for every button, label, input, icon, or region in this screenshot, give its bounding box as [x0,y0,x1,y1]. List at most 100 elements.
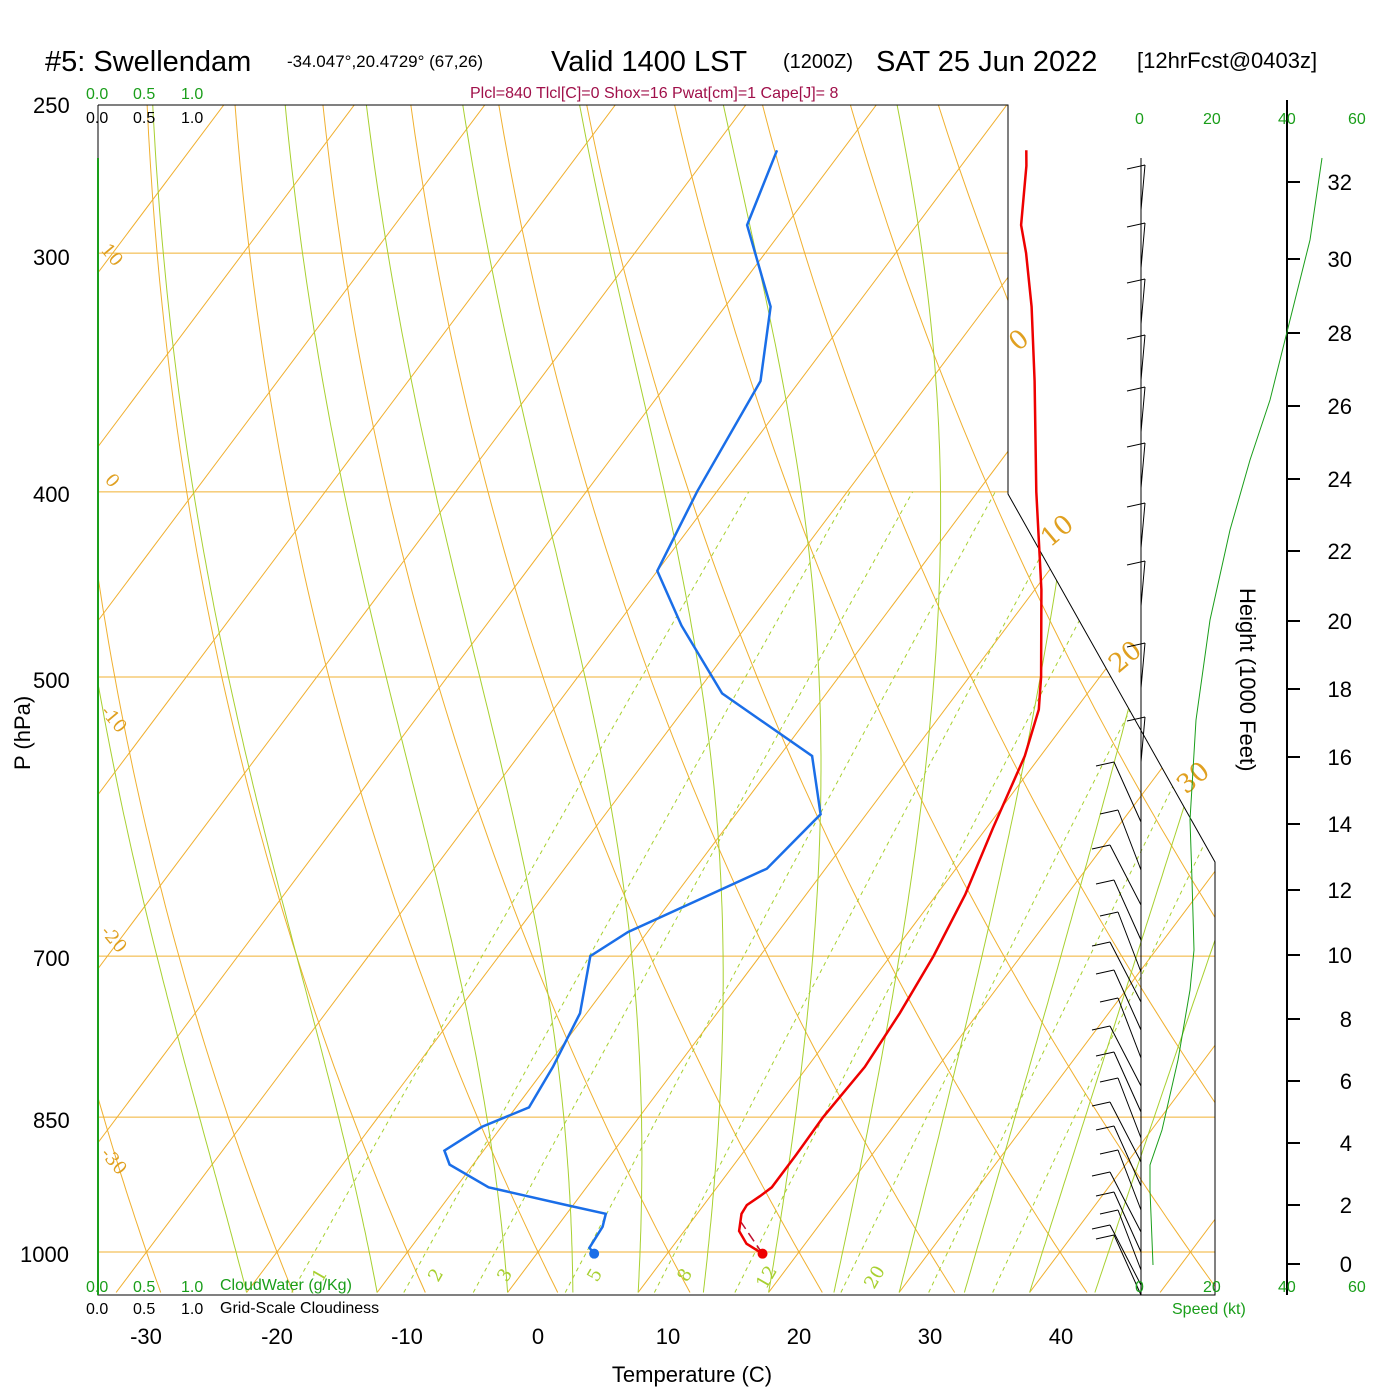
cloudwater-label: CloudWater (g/Kg) [220,1277,352,1294]
adiabat-label: 10 [1035,509,1080,553]
speed-label: Speed (kt) [1172,1301,1246,1318]
plot-frame [97,104,1216,1296]
wind-barb-flag [1126,222,1146,228]
isotherm-line [115,105,1010,1293]
wind-barb [1140,560,1146,607]
moist-adiabat-line [98,105,248,1293]
wind-barb [1140,222,1146,269]
speed-tick: 60 [1348,1279,1366,1296]
isotherm-label: 0 [100,470,123,492]
moist-adiabat-line [1029,105,1215,1293]
isotherm-line [98,105,357,1293]
moist-adiabat-line [1094,105,1215,1293]
moist-adiabat-line [578,105,724,1293]
wind-barb-flag [1099,1077,1119,1083]
height-tick: 30 [1328,247,1352,272]
speed-tick: 40 [1278,1279,1296,1296]
mixing-ratio-line [403,491,851,1293]
mixing-label: 5 [583,1265,607,1285]
wind-barb-flag [1099,911,1119,917]
wind-barb-flag [1099,1149,1119,1155]
wind-barb-flag [1126,334,1146,340]
moist-adiabat-line [722,105,822,1293]
temperature-tick: 30 [918,1324,942,1349]
wind-barb [1140,502,1146,549]
mixing-label: 20 [860,1262,890,1292]
moist-adiabat-line [152,105,378,1293]
cloud-tick: 1.0 [181,1301,203,1318]
wind-barb [1109,1101,1142,1163]
temperature-tick: 40 [1049,1324,1073,1349]
parcel-trace [737,1217,764,1255]
isotherm-lines [98,105,1215,1293]
pressure-tick: 700 [33,946,70,971]
dry-adiabat-line [1200,105,1215,1293]
isotherm-line [768,105,1215,1293]
mixing-ratio-line [992,491,1215,1293]
zulu-time: (1200Z) [783,51,853,73]
pressure-tick: 850 [33,1108,70,1133]
station-coords: -34.047°,20.4729° (67,26) [287,52,483,71]
wind-barb-flag [1126,164,1146,170]
wind-barb-flag [1091,1224,1111,1230]
wind-barb [1117,911,1142,973]
mixing-ratio-labels: 1 2 3 5 8 12 20 [308,1262,890,1292]
height-tick: 22 [1328,539,1352,564]
wind-barb [1109,1171,1142,1233]
isotherm-line [637,105,1215,1293]
speed-tick: 40 [1278,111,1296,128]
wind-barb [1113,761,1142,823]
wind-barb-flag [1126,442,1146,448]
mixing-ratio-line [653,491,1076,1293]
wind-barb [1109,941,1142,1003]
valid-date: SAT 25 Jun 2022 [876,46,1097,78]
height-tick: 18 [1328,677,1352,702]
wind-barb [1109,1025,1142,1087]
station-title: #5: Swellendam [45,46,251,78]
wind-barb [1109,844,1142,906]
wind-speed-profile [1149,157,1323,1266]
moist-adiabat-line [284,105,509,1293]
isotherm-line [898,105,1215,1293]
mixing-ratio-line [928,491,1215,1293]
wind-barb-flag [1126,560,1146,566]
mixing-ratio-line [472,491,914,1293]
wind-barb [1113,1051,1142,1113]
cloud-axis-top: 0.0 0.5 1.0 0.0 0.5 1.0 [86,86,203,127]
moist-adiabat-line [365,105,574,1293]
wind-barb [1113,1234,1142,1296]
isotherm-label: -30 [96,1144,131,1180]
wind-barb-flag [1095,761,1115,767]
wind-barb [1140,716,1146,763]
speed-axis-top: 0 20 40 60 [1135,111,1366,128]
wind-barb-flag [1126,278,1146,284]
mixing-label: 2 [424,1265,448,1285]
forecast-info: [12hrFcst@0403z] [1137,48,1317,73]
wind-barb [1140,164,1146,211]
isotherm-label: -20 [96,922,131,958]
wind-barb-flag [1091,941,1111,947]
isotherm-line [507,105,1215,1293]
height-tick: 16 [1328,745,1352,770]
pressure-axis-label: P (hPa) [10,696,35,770]
wind-barb-flag [1091,1101,1111,1107]
wind-barb-flag [1095,1191,1115,1197]
wind-barb [1113,1125,1142,1187]
dry-adiabat-line [497,105,956,1293]
mixing-label: 12 [752,1262,782,1292]
temperature-axis: -30 -20 -10 0 10 20 30 40 Temperature (C… [130,1324,1073,1387]
mixing-ratio-line [291,491,750,1293]
height-tick: 26 [1328,394,1352,419]
cloud-tick: 1.0 [181,110,203,127]
wind-barb-flag [1099,1209,1119,1215]
wind-barb-flag [1095,1234,1115,1240]
dry-adiabat-line [585,105,1088,1293]
wind-barb-flag [1099,809,1119,815]
isotherm-line [98,105,618,1293]
wind-barb [1113,1191,1142,1253]
temperature-tick: 10 [656,1324,680,1349]
temperature-trace [737,150,1043,1255]
speed-tick: 0 [1135,1279,1144,1296]
mixing-ratio-line [564,491,996,1293]
height-tick: 0 [1340,1252,1352,1277]
